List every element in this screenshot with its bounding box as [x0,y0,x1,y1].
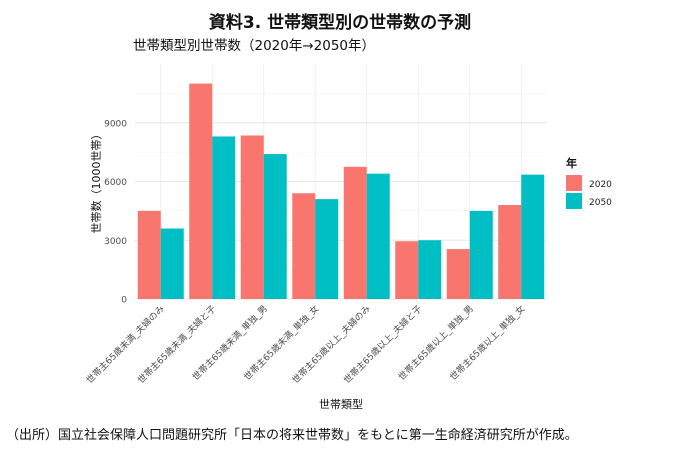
bar-2050-2 [212,136,236,299]
legend-key-2020 [566,175,582,191]
bar-2050-5 [366,173,390,299]
bar-2050-8 [521,174,545,299]
legend-key-2050 [566,193,582,209]
bar-2020-6 [395,241,419,299]
bar-2050-3 [263,154,287,299]
y-axis-ticks: 0 3000 6000 9000 [104,119,127,305]
bar-2050-4 [315,199,339,299]
bar-2020-4 [292,193,316,299]
y-tick-label: 3000 [104,237,127,247]
legend-title: 年 [566,156,577,170]
bars [137,83,545,299]
x-axis-ticks: 世帯主65歳未満_夫婦のみ世帯主65歳未満_夫婦と子世帯主65歳未満_単独_男世… [83,303,527,386]
bar-2020-8 [498,205,522,299]
bar-2020-5 [343,166,367,299]
source-note: （出所）国立社会保障人口問題研究所「日本の将来世帯数」をもとに第一生命経済研究所… [6,428,578,443]
bar-2020-7 [446,249,470,299]
bar-2020-3 [240,135,264,299]
y-tick-label: 0 [121,296,127,306]
y-tick-label: 6000 [104,178,127,188]
y-axis-label: 世帯数（1000世帯） [90,129,103,234]
legend: 年 2020 2050 [566,156,612,209]
page-title: 資料3. 世帯類型別の世帯数の予測 [208,13,472,33]
y-tick-label: 9000 [104,119,127,129]
legend-label-2020: 2020 [589,180,612,190]
bar-2050-7 [469,210,493,299]
x-axis-label: 世帯類型 [319,397,363,411]
bar-2050-6 [418,240,442,299]
chart-title: 世帯類型別世帯数（2020年→2050年） [133,38,375,54]
legend-label-2050: 2050 [589,198,612,208]
bar-2050-1 [160,228,184,299]
bar-2020-1 [137,210,161,299]
bar-2020-2 [189,83,213,299]
